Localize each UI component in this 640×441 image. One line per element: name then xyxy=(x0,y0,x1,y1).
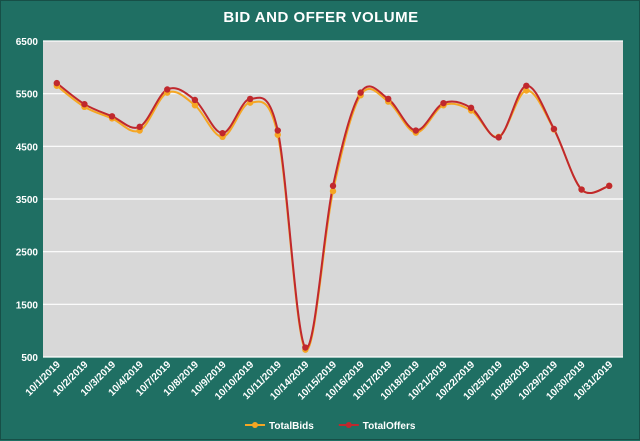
data-point-totaloffers xyxy=(523,82,530,89)
data-point-totaloffers xyxy=(605,182,613,190)
legend-label: TotalBids xyxy=(269,421,314,432)
y-tick-label: 5500 xyxy=(16,90,39,101)
data-point-totaloffers xyxy=(246,95,254,103)
data-point-totaloffers xyxy=(219,129,226,137)
data-point-totaloffers xyxy=(108,113,116,120)
data-point-totaloffers xyxy=(578,186,585,193)
data-point-totaloffers xyxy=(164,86,171,93)
y-tick-label: 6500 xyxy=(16,37,39,48)
data-point-totaloffers xyxy=(81,101,88,108)
y-tick-label: 1500 xyxy=(16,300,39,311)
series-points xyxy=(53,79,613,353)
data-point-totaloffers xyxy=(550,125,558,133)
data-point-totaloffers xyxy=(467,104,475,112)
data-point-totaloffers xyxy=(274,127,281,134)
data-point-totalbids xyxy=(523,87,530,94)
gridlines xyxy=(43,40,623,358)
data-point-totaloffers xyxy=(329,182,337,190)
y-tick-label: 4500 xyxy=(16,142,39,153)
data-point-totalbids xyxy=(329,187,337,195)
x-axis-ticks: 10/1/201910/2/201910/3/201910/4/201910/7… xyxy=(24,359,616,402)
series-lines xyxy=(56,82,610,351)
data-point-totaloffers xyxy=(53,79,61,87)
legend-marker xyxy=(345,422,352,428)
y-tick-label: 500 xyxy=(21,353,38,364)
data-point-totaloffers xyxy=(412,127,420,134)
data-point-totaloffers xyxy=(357,89,364,96)
legend-marker xyxy=(252,422,258,428)
y-axis-ticks: 500 1500 2500 3500 4500 5500 6500 xyxy=(16,37,39,364)
legend: TotalBids TotalOffers xyxy=(245,421,416,432)
data-point-totaloffers xyxy=(440,99,447,107)
y-tick-label: 2500 xyxy=(16,248,39,259)
series-line-totaloffers xyxy=(56,82,610,349)
data-point-totaloffers xyxy=(191,96,199,104)
data-point-totaloffers xyxy=(302,344,309,351)
chart-title: BID AND OFFER VOLUME xyxy=(223,9,419,26)
y-tick-label: 3500 xyxy=(16,195,39,206)
legend-label: TotalOffers xyxy=(363,421,416,432)
data-point-totalbids xyxy=(191,102,199,109)
data-point-totaloffers xyxy=(495,134,502,141)
data-point-totaloffers xyxy=(136,123,143,131)
data-point-totaloffers xyxy=(385,95,392,103)
